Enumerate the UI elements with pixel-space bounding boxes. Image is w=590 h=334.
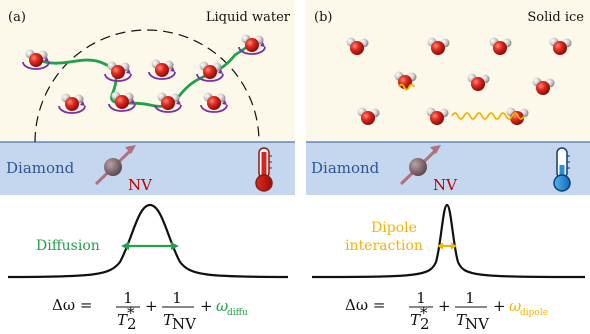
panel-a: (a) Liquid water Diamond NV xyxy=(0,0,295,333)
panel-a-title: Liquid water xyxy=(206,10,291,25)
nv-center-b xyxy=(399,145,441,186)
svg-text:1: 1 xyxy=(416,289,426,307)
svg-text:ω: ω xyxy=(509,297,521,315)
dipole-coupling-wave xyxy=(398,83,415,91)
svg-text:2: 2 xyxy=(420,315,430,333)
svg-text:+: + xyxy=(145,297,158,315)
svg-text:ω: ω xyxy=(216,297,228,315)
solid-ice-region xyxy=(306,0,590,142)
thermometer-hot-icon xyxy=(255,147,273,192)
diffusion-label: Diffusion xyxy=(36,238,100,254)
thermometer-cold-icon xyxy=(553,147,571,192)
panel-a-tag: (a) xyxy=(8,10,26,25)
svg-text:1: 1 xyxy=(123,289,133,307)
svg-text:+: + xyxy=(493,297,506,315)
linewidth-equation-a: Δω = 1 T * 2 + 1 T NV + ω diffu xyxy=(52,289,248,333)
nv-label-a: NV xyxy=(128,176,153,194)
narrow-spectral-peak xyxy=(311,203,586,279)
svg-text:dipole: dipole xyxy=(520,308,548,318)
svg-text:NV: NV xyxy=(172,315,197,333)
svg-text:1: 1 xyxy=(465,289,475,307)
svg-text:2: 2 xyxy=(127,315,137,333)
svg-text:T: T xyxy=(117,311,128,329)
diamond-region-a xyxy=(0,142,295,195)
svg-text:+: + xyxy=(438,297,451,315)
svg-text:*: * xyxy=(127,304,135,322)
svg-text:1: 1 xyxy=(172,289,182,307)
svg-text:T: T xyxy=(456,311,467,329)
nv-center-a xyxy=(94,145,136,186)
dipole-coupling-wave xyxy=(451,112,525,120)
svg-text:T: T xyxy=(163,311,174,329)
svg-text:*: * xyxy=(420,304,428,322)
svg-text:Δω =: Δω = xyxy=(52,296,92,314)
panel-b-tag: (b) xyxy=(314,10,332,25)
svg-text:+: + xyxy=(200,297,213,315)
svg-text:T: T xyxy=(410,311,421,329)
diamond-label-b: Diamond xyxy=(311,159,380,177)
diamond-region-b xyxy=(306,142,590,195)
detection-volume-arc xyxy=(34,29,260,143)
diamond-label-a: Diamond xyxy=(6,159,75,177)
panel-b-title: Solid ice xyxy=(527,10,584,25)
broad-spectral-peak xyxy=(7,203,289,279)
svg-text:diffu: diffu xyxy=(227,308,248,318)
dipole-label-line1: Dipole xyxy=(371,220,417,236)
nv-label-b: NV xyxy=(433,176,458,194)
panel-b: (b) Solid ice Diamond NV xyxy=(306,0,590,333)
dipole-label-line2: interaction xyxy=(345,238,423,254)
svg-text:NV: NV xyxy=(465,315,490,333)
linewidth-equation-b: Δω = 1 T * 2 + 1 T NV + ω dipole xyxy=(345,289,548,333)
svg-text:Δω =: Δω = xyxy=(345,296,385,314)
liquid-water-region xyxy=(0,0,295,142)
